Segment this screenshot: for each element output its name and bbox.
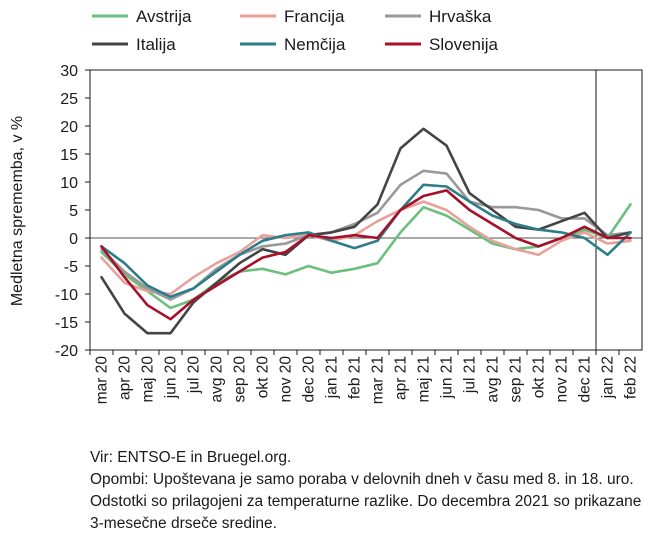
x-tick-label: avg 21 [485, 356, 502, 403]
y-tick-label: -10 [55, 287, 78, 304]
y-tick-label: 25 [60, 91, 78, 108]
x-tick-label: okt 21 [531, 356, 548, 398]
chart-legend: Avstrija Francija Hrvaška Italija Nemčija Slo… [92, 7, 499, 54]
x-tick-label: sep 20 [232, 356, 249, 403]
x-tick-label: jan 22 [600, 356, 617, 399]
y-tick-label: 10 [60, 175, 78, 192]
y-axis-label: Medletna sprememba, v % [9, 116, 26, 306]
x-tick-label: jan 21 [324, 356, 341, 399]
legend-label: Francija [284, 7, 345, 26]
legend-label: Avstrija [136, 7, 192, 26]
legend-label: Slovenija [429, 35, 499, 54]
x-tick-label: sep 21 [508, 356, 525, 403]
y-tick-label: -20 [55, 343, 78, 360]
x-tick-label: maj 20 [140, 356, 157, 403]
series-line-slovenija [100, 189, 632, 321]
x-tick-label: jul 20 [186, 356, 203, 394]
y-tick-label: 20 [60, 119, 78, 136]
series-line-italija [100, 127, 632, 335]
legend-label: Italija [136, 35, 176, 54]
source-note: Vir: ENTSO-E in Bruegel.org. [90, 449, 292, 466]
legend-label: Hrvaška [429, 7, 492, 26]
y-tick-label: 5 [69, 203, 78, 220]
x-tick-label: maj 21 [416, 356, 433, 403]
x-tick-label: apr 21 [393, 356, 410, 400]
x-tick-label: mar 21 [370, 356, 387, 404]
y-tick-label: 0 [69, 231, 78, 248]
series-line-hrvaška [100, 169, 632, 301]
x-tick-label: nov 21 [554, 356, 571, 403]
x-tick-label: okt 20 [255, 356, 272, 399]
chart-series-lines [100, 127, 632, 335]
y-tick-label: 30 [60, 63, 78, 80]
chart-axes: -20 -15 -10 -5 0 5 10 15 20 25 30 mar 20 apr 20 maj 2… [55, 63, 643, 405]
x-tick-label: feb 22 [623, 356, 640, 399]
legend-label: Nemčija [284, 35, 346, 54]
remarks-note: Opombi: Upoštevana je samo poraba v delo… [90, 471, 642, 532]
x-tick-label: jun 21 [439, 356, 456, 399]
x-tick-label: feb 21 [347, 356, 364, 399]
x-tick-label: mar 20 [94, 356, 111, 405]
x-tick-label: nov 20 [278, 356, 295, 403]
x-tick-label: apr 20 [117, 356, 134, 400]
x-tick-label: dec 20 [301, 356, 318, 403]
y-tick-label: 15 [60, 147, 78, 164]
x-tick-label: jul 21 [462, 356, 479, 394]
x-tick-label: jun 20 [163, 356, 180, 400]
x-tick-label: avg 20 [209, 356, 226, 403]
x-tick-label: dec 21 [577, 356, 594, 403]
y-tick-label: -5 [64, 259, 78, 276]
line-chart: Avstrija Francija Hrvaška Italija Nemčija Slo… [9, 7, 643, 405]
chart-notes: Vir: ENTSO-E in Bruegel.org. Opombi: Upo… [90, 447, 645, 535]
series-line-francija [100, 200, 632, 296]
y-tick-label: -15 [55, 315, 78, 332]
series-line-nemčija [100, 183, 632, 299]
